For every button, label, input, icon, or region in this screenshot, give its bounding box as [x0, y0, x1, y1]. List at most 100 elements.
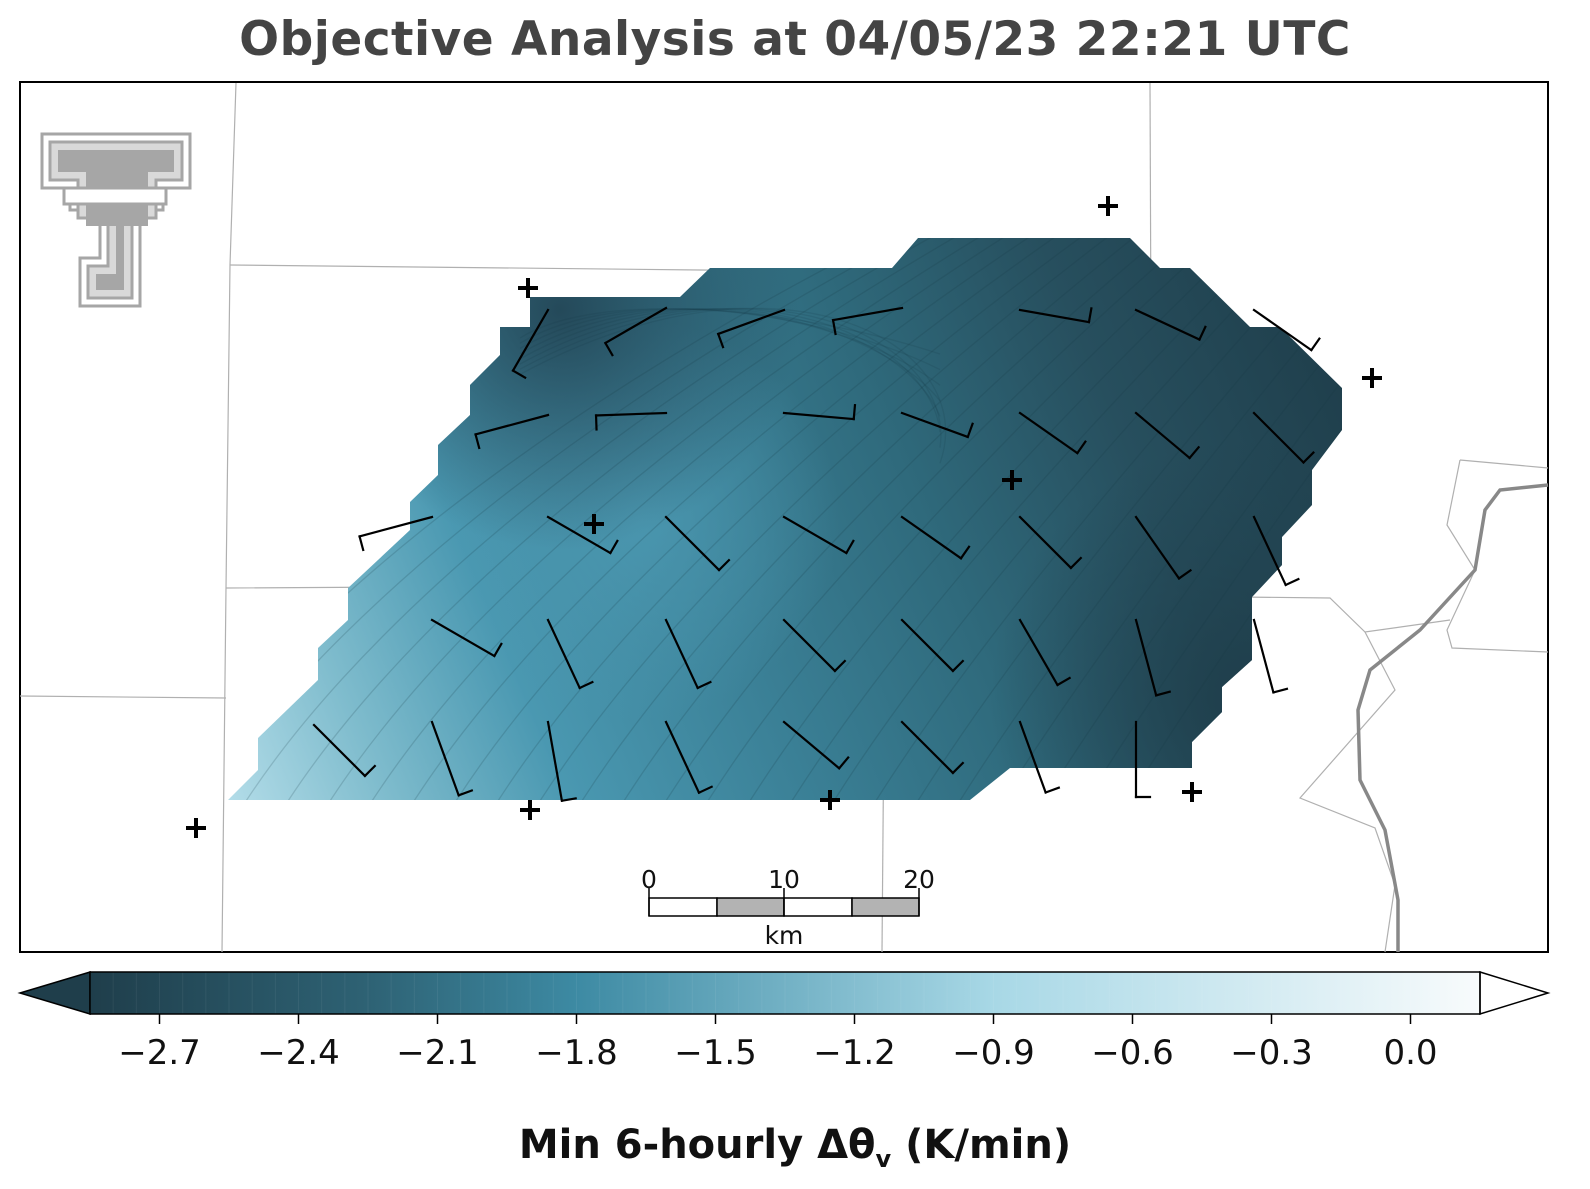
- scale-label-20: 20: [903, 865, 935, 894]
- wind-barb-flag: [608, 539, 619, 555]
- colorbar-label-main: Min 6-hourly Δθ: [518, 1122, 876, 1168]
- wind-barb-staff: [1252, 618, 1275, 694]
- wind-barb-flag: [363, 764, 377, 778]
- wind-barb-flag: [492, 642, 503, 658]
- contour-line: [989, 238, 1342, 800]
- contour-line: [695, 238, 1283, 800]
- plus-icon: [520, 800, 540, 820]
- wind-barb-staff: [782, 618, 837, 673]
- wind-barb-staff: [831, 306, 904, 322]
- contour-line: [653, 238, 1254, 800]
- map-title: Objective Analysis at 04/05/23 22:21 UTC: [239, 12, 1351, 67]
- wind-barb-flag: [837, 756, 850, 770]
- plus-icon: [1182, 782, 1202, 802]
- wind-barb-flag: [560, 797, 577, 803]
- colorbar-tick-label: 0.0: [1383, 1033, 1437, 1073]
- wind-barb-flag: [697, 785, 714, 795]
- contour-line: [275, 238, 989, 800]
- wind-barb-staff: [546, 515, 612, 555]
- plus-icon: [584, 514, 604, 534]
- scale-label-0: 0: [641, 865, 657, 894]
- plus-icon: [1002, 470, 1022, 490]
- wind-barb-flag: [966, 422, 974, 439]
- contour-line: [401, 238, 1077, 800]
- wind-barb-flag: [1188, 445, 1201, 460]
- wind-barb-flag: [457, 789, 474, 797]
- wind-barb-flag: [1301, 451, 1315, 465]
- wind-barb-staff: [664, 720, 701, 795]
- wind-barb-flag: [511, 369, 527, 380]
- colorbar-tick-label: −2.4: [257, 1033, 340, 1073]
- wind-barb-staff: [1134, 515, 1181, 580]
- contour-line: [519, 308, 941, 355]
- wind-barb-staff: [1018, 720, 1048, 794]
- wind-barbs: [312, 306, 1321, 803]
- wind-barb-flag: [716, 332, 725, 349]
- contour-line: [527, 238, 1165, 800]
- contour-line: [359, 238, 1048, 800]
- wind-barb-staff: [900, 515, 963, 560]
- wind-barb-flag: [1087, 307, 1093, 324]
- wind-barb-flag: [696, 680, 712, 690]
- station-markers: [186, 196, 1382, 838]
- wind-barb-flag: [1309, 337, 1321, 352]
- contour-line: [519, 308, 941, 371]
- contour-line: [228, 238, 901, 800]
- wind-barb-flag: [1075, 440, 1087, 455]
- wind-barb-staff: [1018, 515, 1073, 570]
- colorbar-tick-label: −2.7: [118, 1033, 201, 1073]
- colorbar-tick-label: −2.1: [396, 1033, 479, 1073]
- wind-barb-flag: [358, 535, 365, 552]
- wind-barb-staff: [430, 618, 496, 658]
- colorbar-label-sub: v: [875, 1145, 892, 1173]
- wind-barb-staff: [900, 411, 970, 439]
- wind-barb-flag: [1284, 577, 1300, 587]
- wind-barb-staff: [1018, 411, 1079, 455]
- colorbar-ramp: [90, 972, 1480, 1014]
- wind-barb-staff: [900, 618, 955, 673]
- wind-barb-flag: [474, 433, 481, 450]
- contour-line: [519, 308, 941, 386]
- wind-barb-flag: [1272, 687, 1289, 694]
- contour-line: [947, 238, 1342, 800]
- contour-line: [1031, 238, 1342, 800]
- state-boundary: [1356, 483, 1549, 952]
- wind-barb-flag: [831, 318, 837, 336]
- colorbar-tick-label: −0.9: [952, 1033, 1035, 1073]
- contour-line: [611, 238, 1224, 800]
- contour-line: [1073, 238, 1342, 800]
- wind-barb-staff: [1134, 618, 1158, 697]
- wind-barb-flag: [1197, 325, 1207, 342]
- colorbar-tick-label: −1.8: [535, 1033, 618, 1073]
- wind-barb-staff: [900, 720, 955, 775]
- colorbar-label: Min 6-hourly Δθv (K/min): [0, 1122, 1590, 1173]
- colorbar-tick-label: −1.2: [813, 1033, 896, 1073]
- wind-barb-staff: [1134, 308, 1201, 342]
- contour-line: [485, 238, 1136, 800]
- wind-barb-staff: [782, 720, 841, 770]
- wind-barb-flag: [1154, 690, 1172, 697]
- colorbar-tick-label: −1.5: [674, 1033, 757, 1073]
- colorbar-tick-label: −0.3: [1230, 1033, 1313, 1073]
- wind-barb-flag: [951, 659, 965, 673]
- plus-icon: [1098, 196, 1118, 216]
- wind-barb-staff: [1018, 618, 1060, 687]
- wind-barb-flag: [1044, 786, 1061, 794]
- wind-barb-staff: [1252, 411, 1306, 465]
- wind-barb-staff: [782, 515, 848, 555]
- contour-line: [519, 308, 941, 417]
- wind-barb-staff: [782, 411, 855, 421]
- wind-barb-flag: [852, 403, 857, 421]
- wind-barb-staff: [1252, 515, 1288, 587]
- wind-barb-staff: [511, 308, 550, 373]
- contour-line: [233, 238, 960, 800]
- wind-barb-flag: [951, 761, 965, 775]
- wind-barb-staff: [546, 618, 582, 690]
- contour-line: [317, 238, 1018, 800]
- wind-barb-flag: [578, 680, 594, 690]
- wind-barb-staff: [1134, 411, 1192, 460]
- wind-barb-staff: [716, 308, 786, 336]
- colorbar-tick-label: −0.6: [1091, 1033, 1174, 1073]
- wind-barb-staff: [664, 618, 700, 690]
